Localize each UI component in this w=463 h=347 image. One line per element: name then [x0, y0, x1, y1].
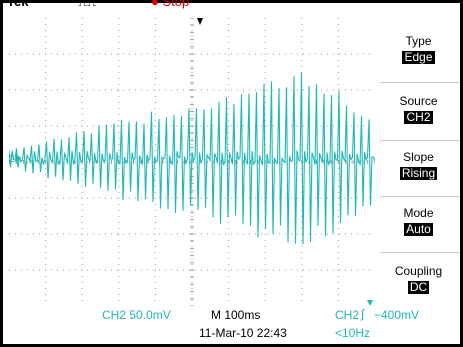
waveform-trace	[9, 72, 375, 245]
trigger-mode-button[interactable]: Mode Auto	[376, 206, 461, 238]
trigger-type-button[interactable]: Type Edge	[376, 34, 461, 66]
trigger-type-value: Edge	[402, 50, 435, 64]
bottom-status-bar: CH2 50.0mV M 100ms CH2 ∫ −400mV 11‑Mar‑1…	[3, 306, 460, 344]
trigger-frequency-readout: <10Hz	[335, 326, 371, 340]
trigger-slope-label: Slope	[403, 150, 434, 164]
acquisition-mode-label: Stop	[162, 0, 190, 9]
channel-scale-readout: CH2 50.0mV	[102, 308, 171, 322]
acquisition-mode: ● Stop	[151, 0, 189, 9]
waveform-display[interactable]: 2	[9, 18, 375, 306]
trigger-slope-value: Rising	[399, 166, 438, 180]
trigger-mode-label: Mode	[403, 206, 434, 220]
trigger-level-readout: −400mV	[374, 308, 420, 322]
brand-logo: Tek	[7, 0, 29, 9]
timebase-readout: M 100ms	[211, 308, 261, 322]
trigger-coupling-label: Coupling	[394, 264, 443, 278]
trigger-source-value: CH2	[404, 110, 433, 124]
trigger-source-label: Source	[399, 94, 438, 108]
trigger-menu: Type Edge Source CH2 Slope Rising Mode A…	[376, 0, 463, 347]
menu-divider	[380, 140, 460, 141]
trigger-level-marker-icon	[367, 300, 373, 306]
channel-2-marker: 2	[9, 154, 15, 165]
trigger-type-label: Type	[405, 34, 432, 48]
menu-divider	[380, 252, 460, 253]
menu-divider	[380, 82, 460, 83]
rising-edge-icon: ∫	[361, 307, 365, 321]
trigger-slope-button[interactable]: Slope Rising	[376, 150, 461, 182]
trigger-coupling-value: DC	[407, 280, 430, 294]
trigger-source-button[interactable]: Source CH2	[376, 94, 461, 126]
menu-divider	[380, 196, 460, 197]
acquisition-icon: ⎍⎍	[78, 0, 97, 9]
date-time-readout: 11‑Mar‑10 22:43	[199, 326, 287, 340]
channel-marker-arrow-icon	[16, 154, 21, 162]
trigger-coupling-button[interactable]: Coupling DC	[376, 264, 461, 296]
stop-indicator-icon: ●	[151, 0, 159, 9]
waveform-graticule: 2	[9, 18, 375, 306]
top-status-bar: Tek ⎍⎍ ● Stop	[3, 0, 373, 16]
trigger-position-icon	[197, 18, 203, 25]
trigger-mode-value: Auto	[404, 222, 433, 236]
trigger-source-readout: CH2	[335, 308, 360, 322]
